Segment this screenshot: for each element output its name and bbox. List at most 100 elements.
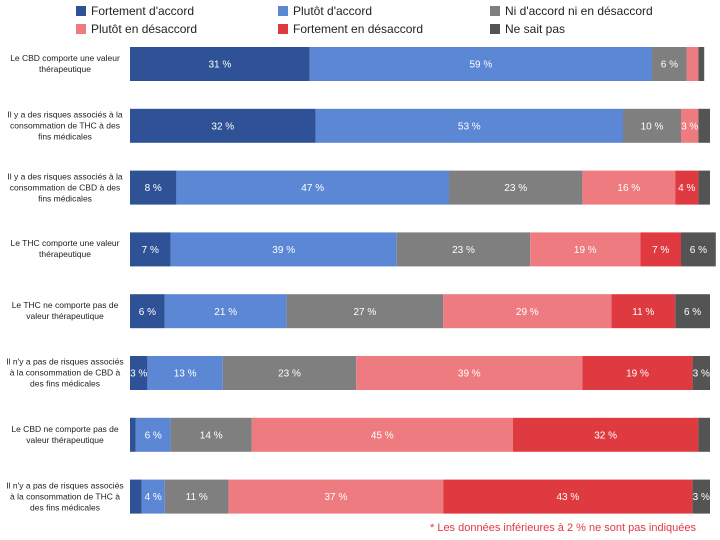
legend-item: Ne sait pas: [490, 22, 565, 36]
value-label: 39 %: [272, 245, 295, 256]
bar-segment: [698, 170, 710, 205]
legend-swatch: [490, 24, 500, 34]
bar-segment: [582, 170, 676, 205]
bar-segment: [640, 232, 681, 267]
value-label: 29 %: [516, 307, 539, 318]
bar-segment: [692, 479, 710, 514]
footnote: * Les données inférieures à 2 % ne sont …: [429, 522, 696, 534]
value-label: 45 %: [371, 430, 394, 441]
value-label: 47 %: [301, 183, 324, 194]
legend-swatch: [278, 6, 288, 16]
category-label: Le CBD ne comporte pas de valeur thérape…: [11, 423, 119, 445]
legend-swatch: [278, 24, 288, 34]
legend-swatch: [490, 6, 500, 16]
bar-segment: [443, 294, 612, 329]
value-label: 6 %: [139, 307, 156, 318]
bar-segment: [130, 170, 177, 205]
value-label: 6 %: [661, 60, 678, 71]
legend-item: Fortement d'accord: [76, 4, 194, 18]
category-label: Il y a des risques associés à la consomm…: [7, 171, 123, 204]
bar-segment: [512, 417, 699, 452]
bar-segment: [130, 294, 165, 329]
value-label: 39 %: [458, 369, 481, 380]
bar-segment: [449, 170, 583, 205]
value-label: 31 %: [209, 60, 232, 71]
value-label: 3 %: [130, 369, 147, 380]
bar-segment: [681, 108, 699, 143]
value-label: 32 %: [211, 121, 234, 132]
value-label: 32 %: [594, 430, 617, 441]
bar-segment: [698, 47, 705, 81]
bar-segment: [251, 417, 513, 452]
value-label: 7 %: [652, 245, 669, 256]
value-label: 11 %: [186, 492, 208, 503]
value-label: 43 %: [557, 492, 580, 503]
bar-segment: [698, 417, 710, 452]
legend-item: Plutôt en désaccord: [76, 22, 197, 36]
bar-segment: [135, 417, 171, 452]
value-label: 7 %: [142, 245, 159, 256]
category-label: Il n'y a pas de risques associés à la co…: [6, 480, 124, 513]
bar-segment: [396, 232, 531, 267]
value-label: 6 %: [684, 307, 701, 318]
value-label: 19 %: [574, 245, 597, 256]
value-label: 16 %: [617, 183, 640, 194]
value-label: 4 %: [678, 183, 695, 194]
value-label: 11 %: [632, 307, 654, 318]
bar-segment: [130, 232, 171, 267]
bar-segment: [130, 356, 148, 390]
value-label: 10 %: [641, 121, 664, 132]
bar-segment: [611, 294, 676, 329]
bar-segment: [692, 356, 710, 390]
bar-segment: [176, 170, 449, 205]
bar-segment: [170, 232, 397, 267]
value-label: 14 %: [200, 430, 223, 441]
category-label: Le CBD comporte une valeur thérapeutique: [10, 53, 120, 74]
category-label: Il n'y a pas de risques associés à la co…: [6, 356, 124, 389]
value-label: 19 %: [626, 369, 649, 380]
value-label: 6 %: [145, 430, 162, 441]
bar-segment: [623, 108, 681, 143]
bar-segment: [130, 417, 136, 452]
value-label: 23 %: [504, 183, 527, 194]
bar-segment: [443, 479, 693, 514]
value-label: 3 %: [681, 121, 698, 132]
category-label: Le THC comporte une valeur thérapeutique: [10, 238, 120, 260]
legend-swatch: [76, 6, 86, 16]
value-label: 13 %: [174, 369, 197, 380]
bar-segment: [315, 108, 623, 143]
value-label: 3 %: [693, 369, 710, 380]
value-label: 53 %: [458, 121, 481, 132]
bar-segment: [675, 170, 699, 205]
bar-segment: [170, 417, 252, 452]
value-label: 6 %: [690, 245, 707, 256]
legend-label: Fortement en désaccord: [293, 22, 424, 36]
value-label: 21 %: [214, 307, 237, 318]
bar-segment: [228, 479, 444, 514]
bar-segment: [286, 294, 444, 329]
bar-segment: [356, 356, 583, 390]
bar-segment: [675, 294, 710, 329]
bar-segment: [130, 47, 310, 81]
bar-segment: [130, 479, 142, 514]
value-label: 27 %: [354, 307, 377, 318]
legend-label: Ni d'accord ni en désaccord: [505, 4, 653, 18]
bar-segment: [164, 294, 287, 329]
value-label: 37 %: [325, 492, 348, 503]
value-label: 23 %: [278, 369, 301, 380]
value-label: 59 %: [470, 60, 493, 71]
bar-segment: [681, 232, 716, 267]
bar-segment: [698, 108, 710, 143]
bar-segment: [222, 356, 357, 390]
legend-item: Ni d'accord ni en désaccord: [490, 4, 653, 18]
bar-segment: [686, 47, 699, 81]
value-label: 8 %: [145, 183, 162, 194]
bar-segment: [141, 479, 165, 514]
legend-item: Fortement en désaccord: [278, 22, 423, 36]
bar-segment: [147, 356, 223, 390]
legend-label: Fortement d'accord: [91, 4, 195, 18]
bar-segment: [309, 47, 652, 81]
value-label: 3 %: [693, 492, 710, 503]
